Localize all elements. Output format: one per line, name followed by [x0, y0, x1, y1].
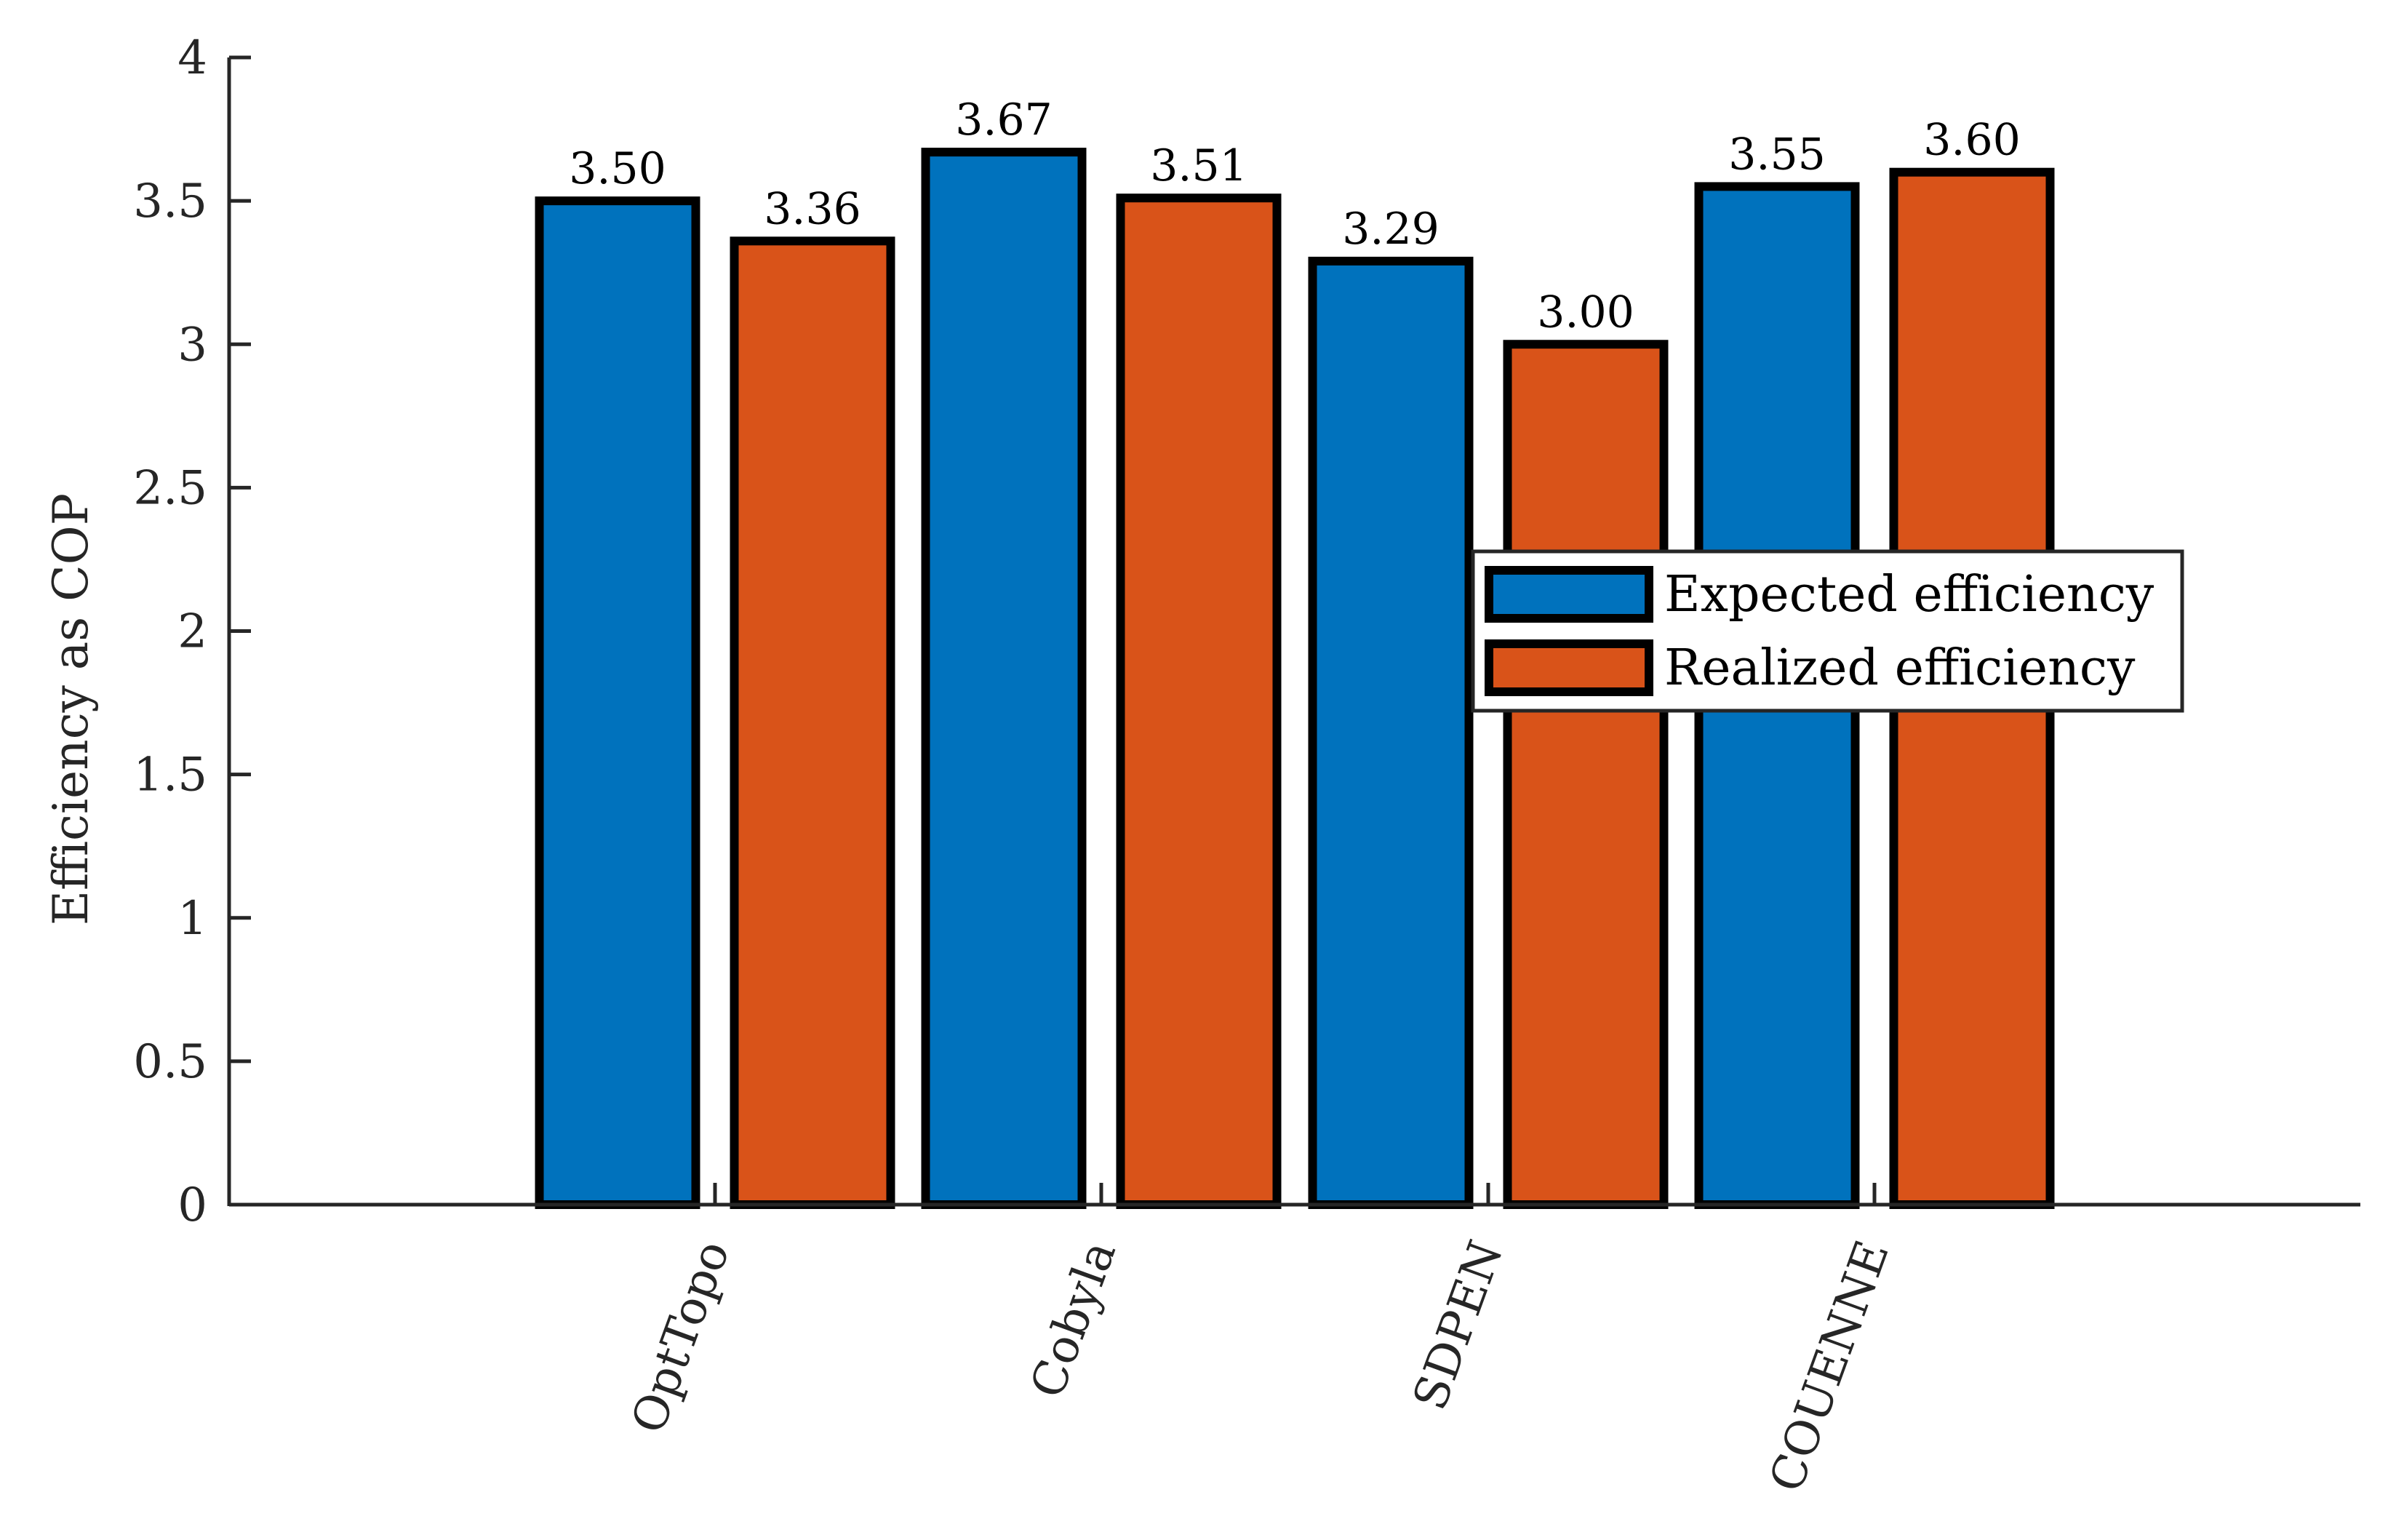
y-axis-title: Efficiency as COP — [43, 493, 99, 925]
y-tick-label: 3 — [177, 318, 207, 372]
y-tick-label: 2 — [177, 605, 207, 659]
data-label-expected-opttopo: 3.50 — [569, 143, 666, 194]
bar-realized-cobyla — [1116, 194, 1282, 1209]
legend-label-realized: Realized efficiency — [1664, 639, 2136, 697]
bar-expected-opttopo — [535, 196, 700, 1209]
data-label-realized-couenne: 3.60 — [1923, 115, 2021, 166]
y-tick-label: 0.5 — [133, 1035, 207, 1089]
y-tick-label: 3.5 — [133, 175, 207, 228]
legend-swatch-expected — [1485, 566, 1653, 623]
y-tick-label: 2.5 — [133, 461, 207, 515]
y-tick-label: 0 — [177, 1178, 207, 1232]
legend-label-expected: Expected efficiency — [1664, 566, 2155, 623]
data-label-realized-sdpen: 3.00 — [1537, 287, 1634, 338]
y-tick-label: 1.5 — [133, 749, 207, 802]
x-tick-label-opttopo: OptTopo — [621, 1234, 740, 1440]
bar-expected-sdpen — [1308, 256, 1474, 1210]
x-tick-label-couenne: COUENNE — [1760, 1234, 1900, 1499]
data-label-expected-cobyla: 3.67 — [955, 95, 1053, 145]
legend: Expected efficiency Realized efficiency — [1471, 549, 2184, 713]
data-label-expected-sdpen: 3.29 — [1342, 204, 1439, 255]
data-label-expected-couenne: 3.55 — [1728, 129, 1826, 180]
data-label-realized-opttopo: 3.36 — [764, 183, 861, 234]
axes-layer — [227, 55, 2360, 1207]
legend-swatch-realized — [1485, 639, 1653, 696]
bar-realized-opttopo — [730, 236, 895, 1210]
x-tick-label-sdpen: SDPEN — [1403, 1234, 1514, 1417]
bar-realized-sdpen — [1503, 340, 1669, 1209]
x-tick-label-cobyla: Cobyla — [1021, 1234, 1127, 1405]
y-tick-label: 1 — [177, 892, 207, 946]
data-label-realized-cobyla: 3.51 — [1150, 140, 1247, 191]
y-tick-label: 4 — [177, 31, 207, 85]
bar-expected-cobyla — [921, 148, 1087, 1209]
